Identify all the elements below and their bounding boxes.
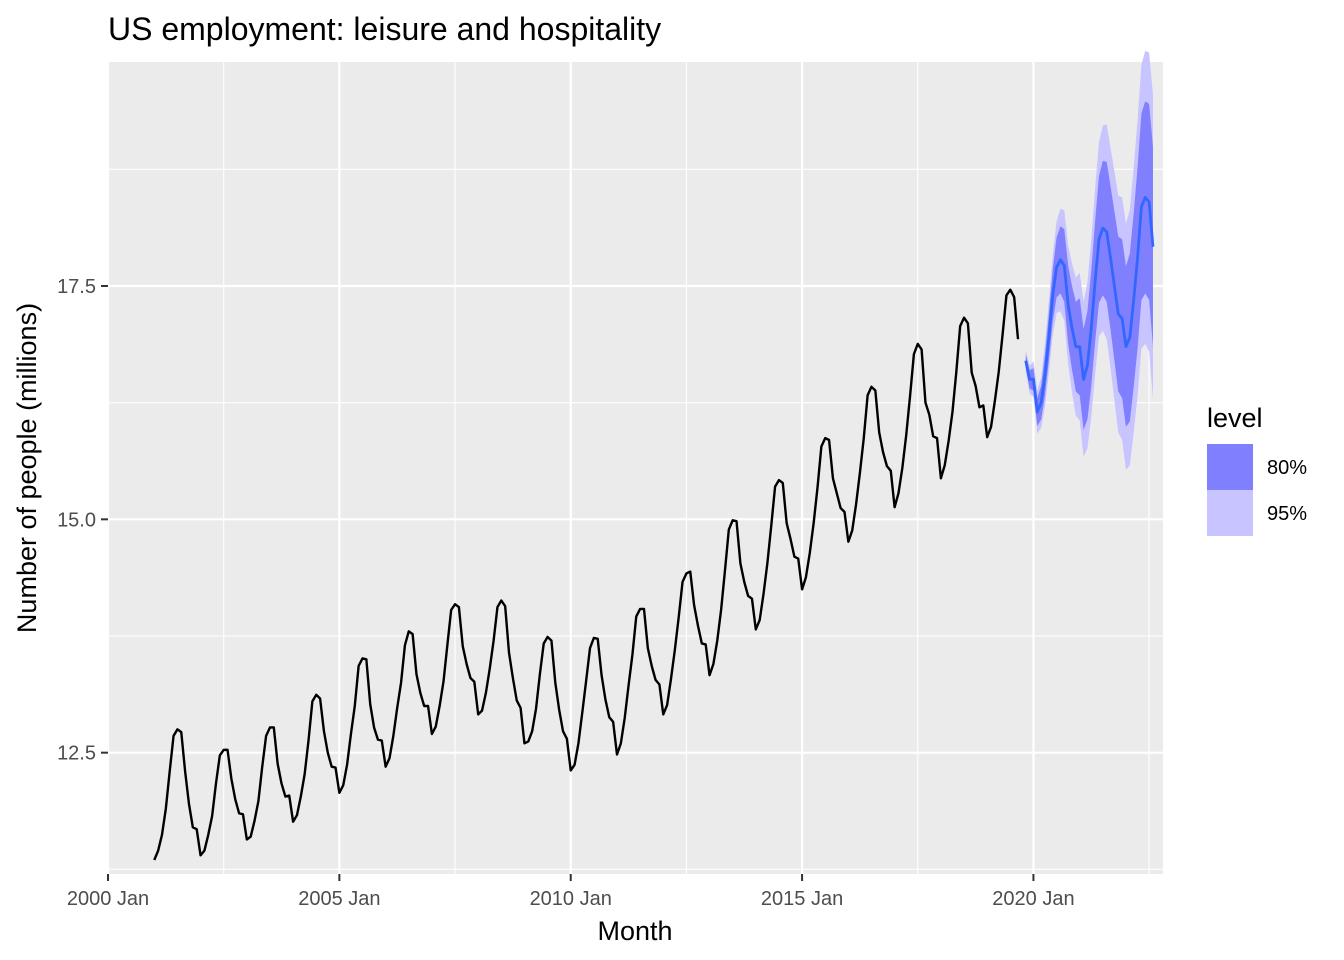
x-axis: 2000 Jan 2005 Jan 2010 Jan 2015 Jan 2020 Jan [67,874,1075,910]
x-tick-label: 2015 Jan [761,888,843,910]
x-axis-title: Month [597,916,672,946]
legend-key-label: 80% [1267,457,1307,479]
legend-key-label: 95% [1267,503,1307,525]
x-tick-label: 2010 Jan [530,888,612,910]
legend: level 80% 95% [1207,403,1307,536]
plot-panel [108,62,1163,874]
legend-key-swatch [1207,490,1253,536]
forecast-band-80 [1025,101,1153,430]
chart-title: US employment: leisure and hospitality [108,11,661,47]
chart-title-group: US employment: leisure and hospitality [108,11,661,47]
legend-title: level [1207,403,1263,433]
y-tick-label: 17.5 [57,276,96,298]
history-line [153,288,1020,861]
legend-key-swatch [1207,444,1253,490]
grid-minor-lines [108,62,1163,874]
y-axis-title: Number of people (millions) [12,303,42,633]
x-tick-label: 2000 Jan [67,888,149,910]
x-tick-label: 2005 Jan [298,888,380,910]
y-tick-label: 15.0 [57,509,96,531]
band-80 [1025,101,1153,430]
y-axis: 12.5 15.0 17.5 [57,276,108,765]
grid-major-lines [106,62,1163,874]
x-tick-label: 2020 Jan [992,888,1074,910]
forecast-mean-series [1024,195,1155,414]
history-series [153,288,1020,861]
y-tick-label: 12.5 [57,743,96,765]
forecast-mean-line [1024,195,1155,414]
